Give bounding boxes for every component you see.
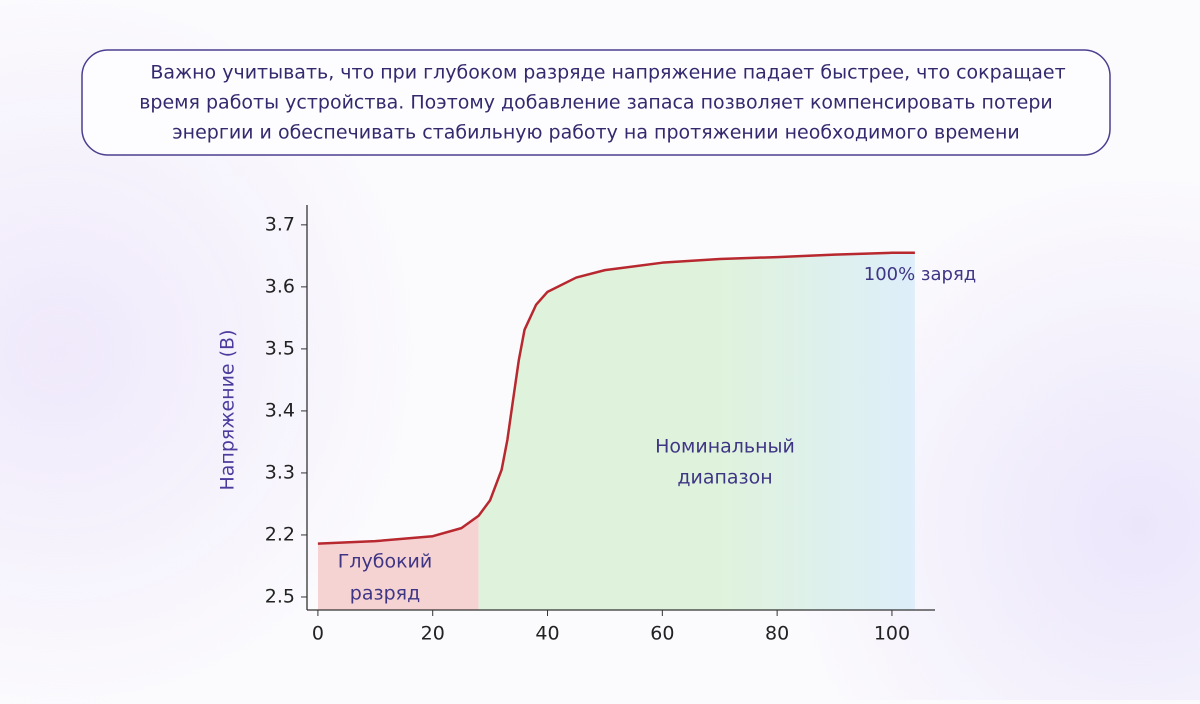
- header-box: [81, 49, 1111, 156]
- y-tick-label: 2.5: [265, 585, 295, 607]
- y-tick-label: 3.5: [265, 337, 295, 359]
- region-label: разряд: [350, 583, 420, 605]
- x-tick-label: 20: [421, 623, 445, 645]
- header-line: время работы устройства. Поэтому добавле…: [139, 92, 1053, 114]
- y-tick-label: 3.7: [265, 213, 295, 235]
- y-tick-label: 3.6: [265, 275, 295, 297]
- y-tick-label: 3.3: [265, 461, 295, 483]
- region: [317, 252, 479, 610]
- header-line: Важно учитывать, что при глубоком разряд…: [150, 62, 1065, 84]
- region-label: диапазон: [677, 467, 772, 489]
- y-axis-label: Напряжение (В): [217, 329, 239, 490]
- header-line: энергии и обеспечивать стабильную работу…: [172, 122, 1020, 144]
- region-label: Номинальный: [655, 436, 795, 458]
- x-tick-label: 100: [874, 623, 910, 645]
- region-label: Глубокий: [338, 551, 433, 573]
- y-tick-label: 2.2: [265, 523, 295, 545]
- x-tick-label: 0: [312, 623, 324, 645]
- x-tick-label: 40: [535, 623, 559, 645]
- region: [478, 252, 915, 610]
- x-tick-label: 60: [650, 623, 674, 645]
- x-tick-label: 80: [765, 623, 789, 645]
- y-tick-label: 3.4: [265, 399, 295, 421]
- line: [317, 251, 915, 545]
- annotation: 100% заряд: [864, 264, 976, 285]
